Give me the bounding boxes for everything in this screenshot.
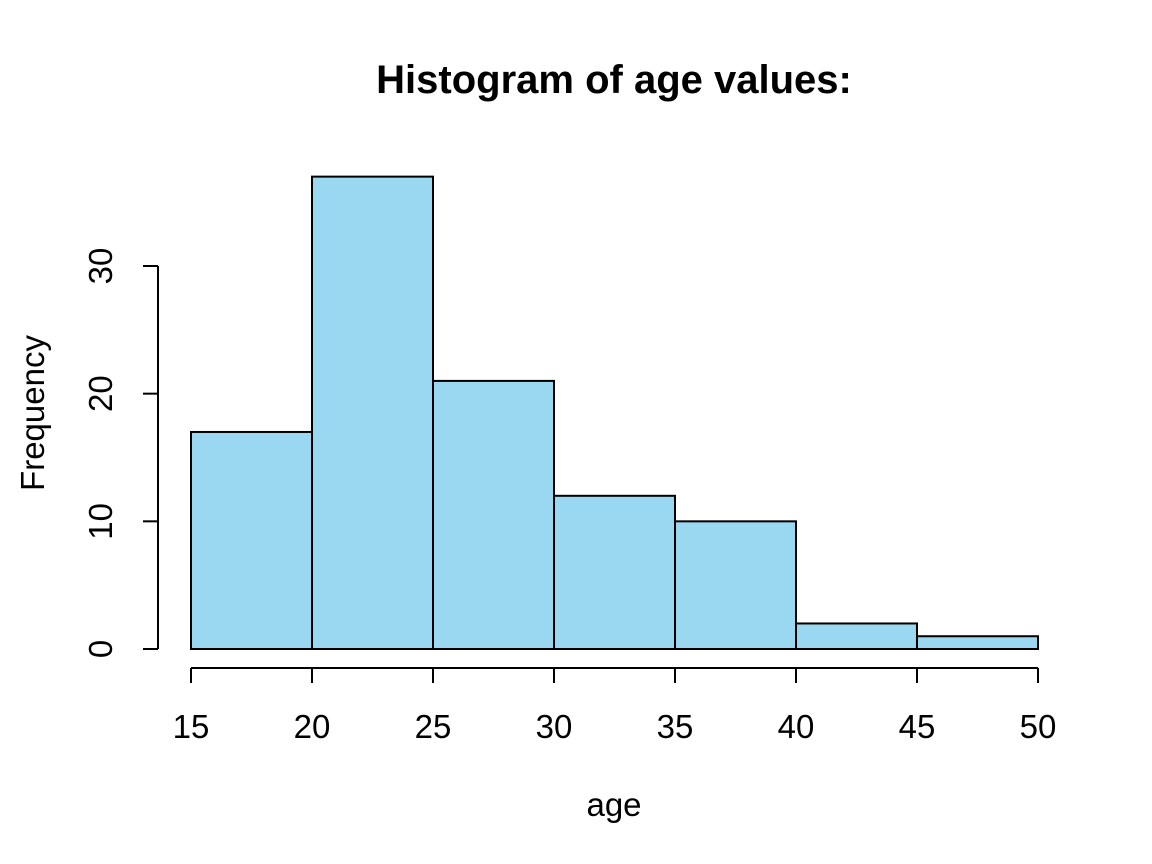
y-tick-label: 0 xyxy=(82,640,119,658)
x-tick-label: 25 xyxy=(415,708,452,745)
x-tick-label: 35 xyxy=(657,708,694,745)
y-tick-label: 10 xyxy=(82,503,119,540)
x-tick-label: 50 xyxy=(1020,708,1057,745)
histogram-bar-35-40 xyxy=(674,520,797,651)
y-tick-label: 20 xyxy=(82,375,119,412)
y-axis: 0 10 20 30 xyxy=(82,248,159,658)
bars-group xyxy=(190,175,1039,651)
x-tick-label: 15 xyxy=(173,708,210,745)
x-tick-label: 20 xyxy=(294,708,331,745)
x-tick-label: 30 xyxy=(536,708,573,745)
histogram-bar-45-50 xyxy=(916,635,1039,650)
x-axis: 15 20 25 30 35 40 45 50 xyxy=(173,667,1057,745)
chart-title: Histogram of age values: xyxy=(376,58,852,102)
histogram-bar-30-35 xyxy=(553,494,676,650)
y-tick-label: 30 xyxy=(82,248,119,285)
histogram-bar-15-20 xyxy=(190,430,313,650)
histogram-bar-40-45 xyxy=(795,622,918,651)
y-axis-label: Frequency xyxy=(14,335,51,491)
x-tick-label: 45 xyxy=(899,708,936,745)
x-tick-label: 40 xyxy=(778,708,815,745)
x-axis-label: age xyxy=(586,786,641,823)
histogram-bar-25-30 xyxy=(432,379,555,650)
histogram-bar-20-25 xyxy=(311,175,434,650)
